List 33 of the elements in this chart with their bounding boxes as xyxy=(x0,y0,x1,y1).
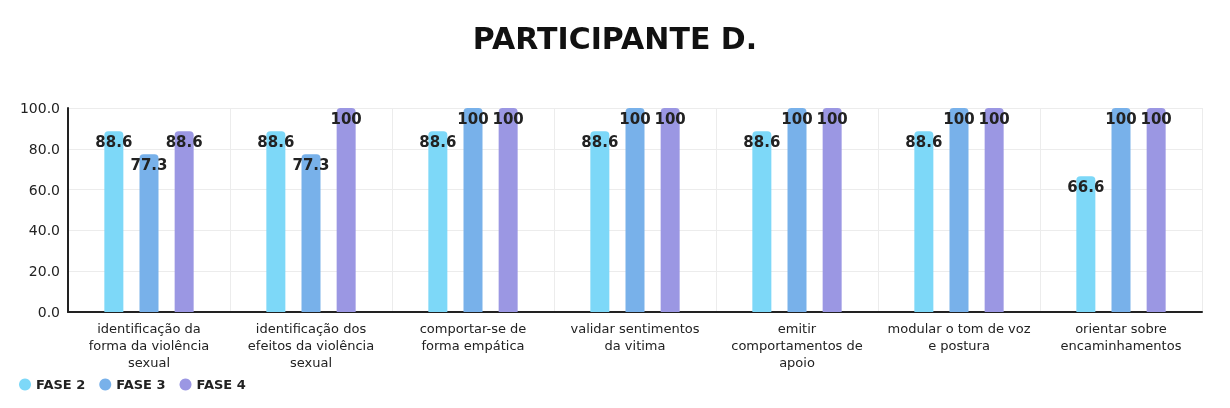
legend-label: FASE 2 xyxy=(36,377,86,392)
y-tick-label: 0.0 xyxy=(37,304,60,320)
x-tick-label: orientar sobre encaminhamentos xyxy=(1060,321,1182,353)
legend-label: FASE 4 xyxy=(196,377,246,392)
chart-title: PARTICIPANTE D. xyxy=(472,20,758,56)
x-tick-label: validar sentimentos da vitima xyxy=(570,321,700,353)
data-label: 100 xyxy=(654,109,686,128)
data-label: 88.6 xyxy=(165,132,203,151)
y-tick-label: 100.0 xyxy=(19,100,60,116)
x-tick-label: modular o tom de voz e postura xyxy=(887,321,1031,353)
data-label: 77.3 xyxy=(130,155,168,174)
data-label: 88.6 xyxy=(257,132,295,151)
y-tick-label: 40.0 xyxy=(28,222,60,239)
data-label: 88.6 xyxy=(905,132,943,151)
data-label: 100 xyxy=(330,109,362,128)
y-tick-label: 60.0 xyxy=(28,181,60,198)
y-tick-label: 80.0 xyxy=(28,140,60,157)
x-tick-label: comportar-se de forma empática xyxy=(419,321,527,353)
data-label: 88.6 xyxy=(581,132,619,151)
legend-label: FASE 3 xyxy=(116,377,166,392)
data-label: 100 xyxy=(978,109,1010,128)
data-label: 100 xyxy=(492,109,524,128)
y-tick-label: 20.0 xyxy=(28,263,60,280)
data-label: 88.6 xyxy=(743,132,781,151)
x-tick-label: emitir comportamentos de apoio xyxy=(731,321,863,370)
data-label: 100 xyxy=(816,109,848,128)
data-label: 100 xyxy=(1140,109,1172,128)
data-label: 88.6 xyxy=(95,132,133,151)
data-label: 88.6 xyxy=(419,132,457,151)
x-tick-label: identificação da forma da violência sexual xyxy=(88,321,210,370)
data-label: 66.6 xyxy=(1067,177,1105,196)
data-label: 77.3 xyxy=(292,155,330,174)
x-tick-label: identificação dos efeitos da violência sexual xyxy=(247,321,375,370)
